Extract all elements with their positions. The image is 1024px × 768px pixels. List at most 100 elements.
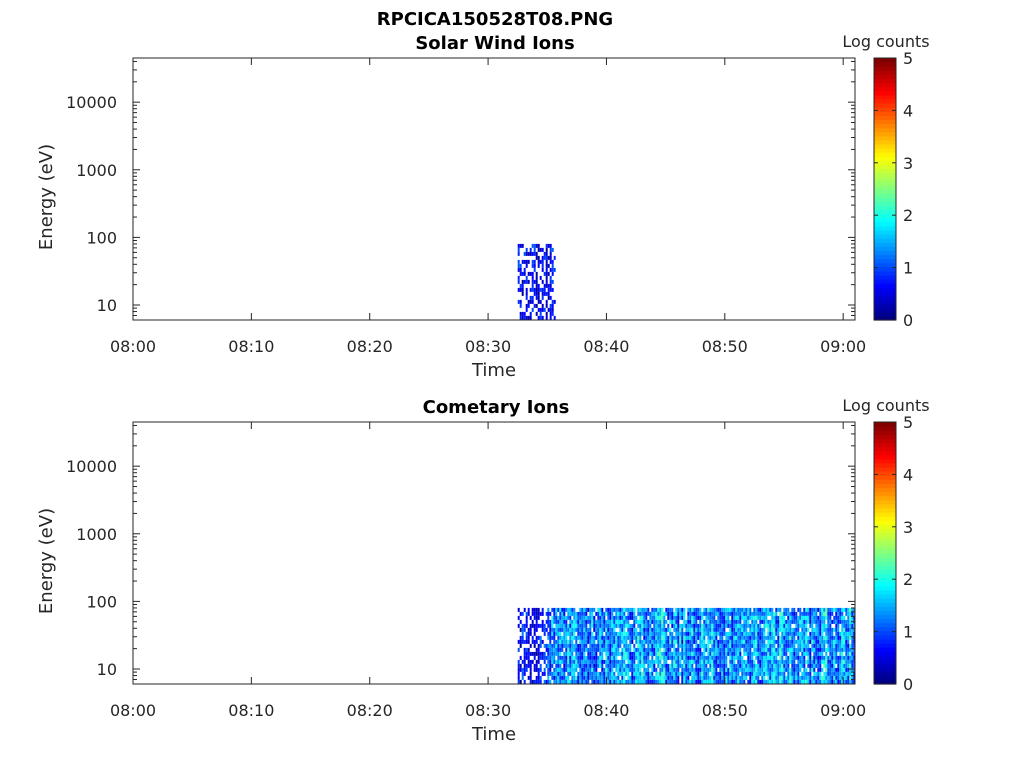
data-cell [785, 611, 788, 616]
data-cell [695, 639, 698, 644]
data-cell [547, 651, 550, 656]
data-cell [609, 639, 612, 644]
data-cell [845, 627, 848, 632]
data-cell [643, 635, 646, 640]
data-cell [811, 619, 814, 624]
colorbar-step [874, 123, 896, 129]
colorbar-step [874, 299, 896, 305]
data-cell [545, 611, 548, 616]
data-cell [575, 619, 578, 624]
data-cell [703, 655, 706, 660]
data-cell [703, 667, 706, 672]
data-cell [735, 667, 738, 672]
colorbar-step [874, 78, 896, 84]
data-cell [523, 279, 526, 284]
data-cell [607, 627, 610, 632]
data-cell [635, 679, 638, 684]
colorbar-step [874, 487, 896, 493]
data-cell [733, 671, 736, 676]
data-cell [851, 659, 854, 664]
data-cell [537, 635, 540, 640]
data-cell [759, 667, 762, 672]
data-cell [827, 663, 830, 668]
data-cell [655, 655, 658, 660]
data-cell [529, 251, 532, 256]
data-cell [713, 607, 716, 612]
data-cell [689, 671, 692, 676]
data-cell [811, 635, 814, 640]
data-cell [687, 675, 690, 680]
data-cell [839, 611, 842, 616]
data-cell [747, 651, 750, 656]
data-cell [687, 627, 690, 632]
data-cell [681, 643, 684, 648]
data-cell [717, 639, 720, 644]
data-cell [823, 659, 826, 664]
data-cell [559, 675, 562, 680]
data-cell [689, 607, 692, 612]
data-cell [759, 627, 762, 632]
data-cell [693, 623, 696, 628]
data-cell [571, 651, 574, 656]
data-cell [811, 615, 814, 620]
data-cell [699, 615, 702, 620]
data-cell [849, 647, 852, 652]
colorbar-step [874, 610, 896, 615]
data-cell [731, 667, 734, 672]
data-cell [623, 659, 626, 664]
data-cell [799, 615, 802, 620]
x-tick-label: 08:40 [583, 701, 629, 720]
panel-title: Cometary Ions [423, 397, 570, 418]
data-cell [597, 615, 600, 620]
data-cell [831, 643, 834, 648]
data-cell [651, 671, 654, 676]
data-cell [725, 615, 728, 620]
colorbar-step [874, 189, 896, 194]
data-cell [681, 607, 684, 612]
data-cell [821, 639, 824, 644]
data-cell [761, 635, 764, 640]
colorbar-step [874, 287, 896, 292]
data-cell [675, 631, 678, 636]
data-cell [835, 671, 838, 676]
data-cell [595, 647, 598, 652]
data-cell [523, 667, 526, 672]
data-cell [825, 615, 828, 620]
data-cell [841, 651, 844, 656]
data-cell [717, 623, 720, 628]
data-cell [689, 643, 692, 648]
data-cell [595, 643, 598, 648]
data-cell [849, 667, 852, 672]
colorbar-step [874, 540, 896, 546]
data-cell [645, 635, 648, 640]
data-cell [703, 671, 706, 676]
data-cell [789, 643, 792, 648]
data-cell [835, 631, 838, 636]
data-cell [523, 315, 526, 320]
data-cell [551, 263, 554, 268]
data-cell [619, 679, 622, 684]
data-cell [713, 679, 716, 684]
data-cell [777, 671, 780, 676]
data-cell [777, 635, 780, 640]
data-cell [673, 627, 676, 632]
data-cell [715, 611, 718, 616]
data-cell [687, 651, 690, 656]
data-cell [583, 635, 586, 640]
data-cell [769, 635, 772, 640]
data-cell [817, 607, 820, 612]
data-cell [527, 663, 530, 668]
data-cell [697, 659, 700, 664]
data-cell [615, 639, 618, 644]
data-cell [795, 679, 798, 684]
data-cell [655, 631, 658, 636]
colorbar-step [874, 602, 896, 607]
data-cell [527, 279, 530, 284]
data-cell [663, 643, 666, 648]
data-cell [557, 623, 560, 628]
data-cell [593, 651, 596, 656]
data-cell [819, 671, 822, 676]
colorbar-step [874, 193, 896, 198]
data-cell [809, 615, 812, 620]
data-cell [639, 663, 642, 668]
